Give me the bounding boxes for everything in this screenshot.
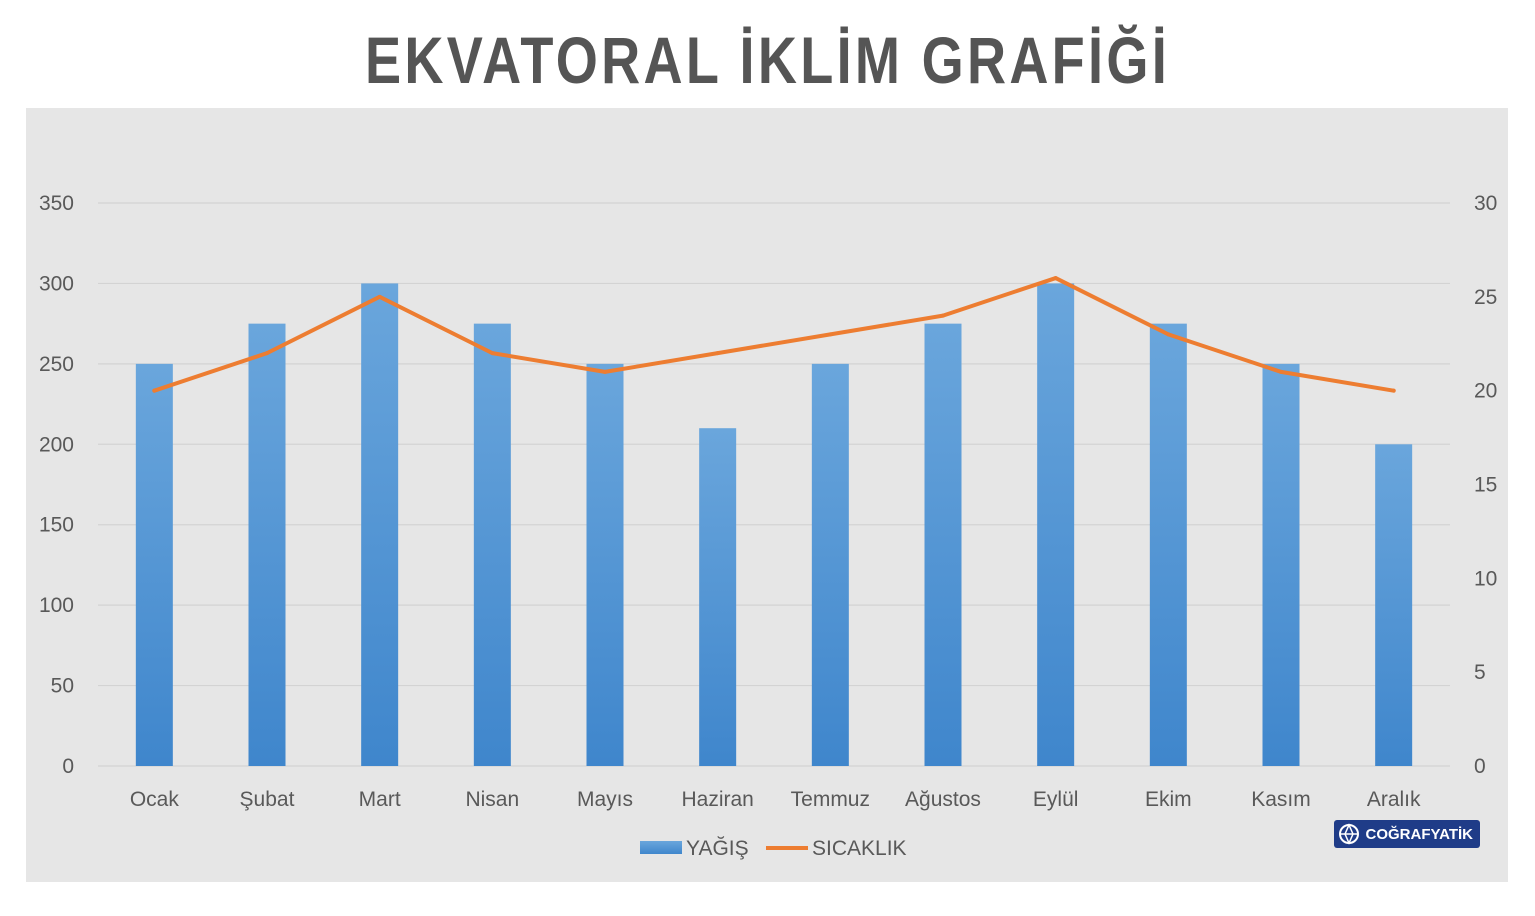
bar-10 bbox=[1149, 323, 1187, 766]
right-tick-label: 10 bbox=[1474, 567, 1497, 590]
bar-6 bbox=[699, 428, 737, 766]
x-label: Mart bbox=[359, 788, 401, 811]
brand-logo: COĞRAFYATİK bbox=[1334, 820, 1480, 848]
brand-name: COĞRAFYATİK bbox=[1365, 825, 1473, 843]
bar-11 bbox=[1262, 363, 1300, 766]
globe-icon bbox=[1339, 823, 1360, 845]
x-label: Kasım bbox=[1251, 788, 1311, 811]
left-tick-label: 50 bbox=[51, 675, 74, 698]
temperature-point-6 bbox=[715, 351, 720, 356]
temperature-point-9 bbox=[1053, 276, 1058, 281]
climate-chart: 0 50 100 150 200 250 300 350 0 5 10 15 20 25 30 Ocak Ş… bbox=[39, 192, 1497, 860]
x-label: Ocak bbox=[130, 788, 180, 811]
right-tick-label: 0 bbox=[1474, 755, 1486, 778]
temperature-point-5 bbox=[603, 369, 607, 374]
x-label: Haziran bbox=[681, 788, 753, 811]
right-axis-ticks: 0 5 10 15 20 25 30 bbox=[1474, 192, 1497, 778]
x-label: Nisan bbox=[465, 788, 519, 811]
bar-8 bbox=[924, 323, 962, 766]
x-label: Şubat bbox=[240, 788, 295, 811]
left-axis-ticks: 0 50 100 150 200 250 300 350 bbox=[39, 192, 74, 778]
temperature-point-3 bbox=[377, 294, 382, 299]
legend: YAĞIŞ SICAKLIK bbox=[640, 837, 907, 860]
left-tick-label: 150 bbox=[39, 514, 74, 537]
right-tick-label: 15 bbox=[1474, 474, 1497, 497]
chart-panel: 0 50 100 150 200 250 300 350 0 5 10 15 20 25 30 Ocak Ş… bbox=[26, 108, 1508, 882]
bar-3 bbox=[361, 283, 399, 766]
right-tick-label: 20 bbox=[1474, 380, 1497, 403]
temperature-point-2 bbox=[265, 351, 269, 356]
bar-1 bbox=[135, 363, 173, 766]
temperature-line bbox=[152, 276, 1396, 393]
bar-series bbox=[135, 283, 1413, 766]
left-tick-label: 300 bbox=[39, 272, 74, 295]
left-tick-label: 100 bbox=[39, 594, 74, 617]
bar-4 bbox=[473, 323, 511, 766]
bar-5 bbox=[586, 363, 624, 766]
temperature-point-12 bbox=[1391, 388, 1396, 393]
right-tick-label: 5 bbox=[1474, 661, 1486, 684]
temperature-point-1 bbox=[152, 388, 157, 393]
right-tick-label: 25 bbox=[1474, 286, 1497, 309]
left-tick-label: 350 bbox=[39, 192, 74, 215]
right-tick-label: 30 bbox=[1474, 192, 1497, 215]
x-label: Mayıs bbox=[577, 788, 633, 811]
x-label: Aralık bbox=[1367, 788, 1421, 811]
temperature-point-8 bbox=[941, 313, 945, 318]
legend-label-rainfall: YAĞIŞ bbox=[686, 837, 749, 860]
x-label: Eylül bbox=[1033, 788, 1079, 811]
left-tick-label: 0 bbox=[62, 755, 74, 778]
temperature-point-11 bbox=[1279, 369, 1283, 374]
temperature-point-7 bbox=[828, 332, 833, 337]
page-title: EKVATORAL İKLİM GRAFİĞİ bbox=[364, 23, 1171, 97]
legend-label-temperature: SICAKLIK bbox=[812, 837, 907, 860]
x-label: Ekim bbox=[1145, 788, 1192, 811]
line-series bbox=[152, 276, 1396, 393]
gridlines bbox=[98, 202, 1450, 767]
bar-9 bbox=[1037, 283, 1075, 766]
left-tick-label: 200 bbox=[39, 433, 74, 456]
x-label: Ağustos bbox=[905, 788, 981, 811]
x-label: Temmuz bbox=[791, 788, 870, 811]
left-tick-label: 250 bbox=[39, 353, 74, 376]
x-axis-labels: Ocak Şubat Mart Nisan Mayıs Haziran Temmuz Ağus… bbox=[130, 788, 1421, 811]
temperature-point-4 bbox=[490, 351, 495, 356]
bar-12 bbox=[1375, 444, 1413, 766]
bar-2 bbox=[248, 323, 286, 766]
bar-7 bbox=[811, 363, 849, 766]
legend-bar-swatch bbox=[640, 841, 682, 854]
temperature-point-10 bbox=[1166, 332, 1171, 337]
